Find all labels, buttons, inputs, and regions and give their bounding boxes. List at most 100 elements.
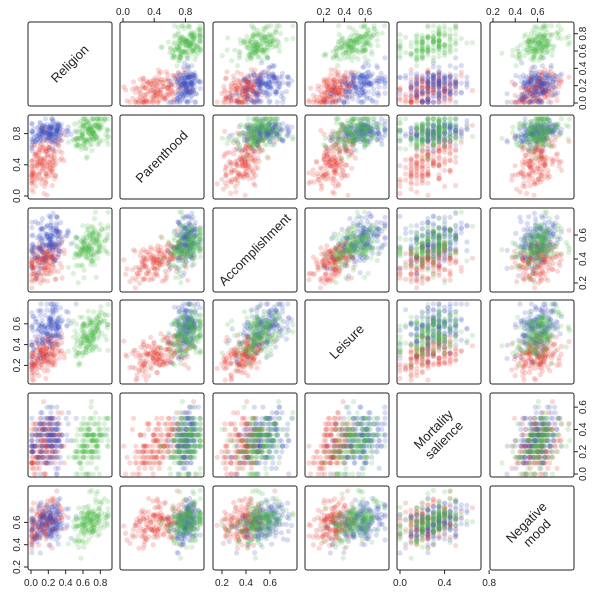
data-point: [419, 79, 425, 85]
data-point: [525, 128, 531, 134]
data-point: [159, 77, 165, 83]
data-point: [344, 128, 350, 134]
data-point: [183, 93, 189, 99]
data-point: [263, 126, 269, 132]
data-point: [185, 39, 191, 45]
data-point: [185, 62, 191, 69]
data-point: [185, 74, 191, 80]
data-point: [397, 48, 403, 54]
data-point: [555, 23, 562, 29]
data-point: [232, 176, 238, 183]
data-point: [189, 32, 195, 38]
data-point: [458, 69, 464, 75]
data-point: [442, 167, 448, 173]
data-point: [124, 98, 130, 104]
data-point: [190, 74, 196, 80]
data-point: [146, 98, 152, 104]
data-point: [49, 182, 55, 189]
data-point: [358, 24, 364, 30]
data-point: [177, 85, 183, 91]
data-point: [512, 81, 518, 87]
data-point: [154, 93, 160, 99]
data-point: [197, 79, 203, 85]
data-point: [253, 161, 259, 167]
data-point: [453, 116, 459, 122]
data-point: [379, 122, 385, 128]
data-point: [185, 79, 192, 85]
data-point: [255, 165, 261, 171]
data-point: [65, 139, 71, 145]
data-point: [521, 46, 528, 52]
data-point: [105, 141, 111, 147]
data-point: [369, 71, 375, 77]
data-point: [175, 88, 181, 94]
data-point: [163, 69, 169, 75]
data-point: [58, 121, 64, 127]
data-point: [527, 173, 533, 179]
data-point: [136, 86, 143, 92]
data-point: [153, 90, 159, 96]
data-point: [442, 94, 448, 100]
data-point: [529, 145, 535, 152]
data-point: [347, 88, 353, 95]
data-point: [183, 84, 189, 90]
data-point: [164, 92, 170, 98]
data-point: [29, 172, 35, 178]
data-point: [150, 99, 156, 105]
data-point: [189, 79, 195, 85]
data-point: [186, 69, 192, 75]
data-point: [353, 85, 359, 92]
data-point: [414, 137, 420, 143]
data-point: [521, 180, 527, 186]
data-point: [191, 87, 197, 93]
data-point: [342, 144, 348, 150]
panel-parenthood-vs-negative_mood: [489, 114, 575, 200]
data-point: [513, 73, 519, 79]
data-point: [226, 99, 232, 105]
data-point: [175, 91, 181, 97]
data-point: [180, 89, 186, 95]
data-point: [189, 47, 195, 53]
data-point: [251, 138, 257, 144]
data-point: [254, 124, 260, 130]
data-point: [534, 143, 540, 149]
data-point: [430, 75, 436, 81]
data-point: [245, 116, 251, 122]
data-point: [537, 172, 544, 178]
data-point: [182, 84, 188, 90]
data-point: [165, 89, 171, 95]
data-point: [130, 79, 137, 85]
data-point: [510, 124, 516, 130]
data-point: [414, 173, 420, 179]
data-point: [192, 56, 198, 63]
data-point: [191, 75, 197, 81]
data-point: [447, 82, 453, 88]
data-point: [72, 128, 78, 134]
data-point: [259, 35, 265, 41]
data-point: [425, 192, 431, 198]
data-point: [185, 87, 191, 93]
data-point: [464, 81, 470, 87]
data-point: [197, 48, 203, 54]
data-point: [164, 84, 170, 90]
data-point: [225, 136, 231, 142]
data-point: [148, 94, 154, 100]
data-point: [147, 84, 153, 90]
data-point: [190, 72, 196, 78]
data-point: [44, 192, 50, 198]
data-point: [140, 75, 146, 81]
data-point: [161, 83, 167, 90]
data-point: [378, 116, 384, 122]
data-point: [397, 38, 403, 44]
data-point: [137, 90, 143, 97]
data-point: [168, 83, 174, 89]
data-point: [447, 41, 453, 47]
data-point: [189, 76, 195, 82]
data-point: [381, 23, 388, 29]
data-point: [188, 84, 195, 90]
data-point: [453, 182, 459, 189]
data-point: [178, 82, 184, 88]
data-point: [160, 80, 166, 86]
data-point: [164, 78, 171, 84]
data-point: [252, 182, 258, 189]
